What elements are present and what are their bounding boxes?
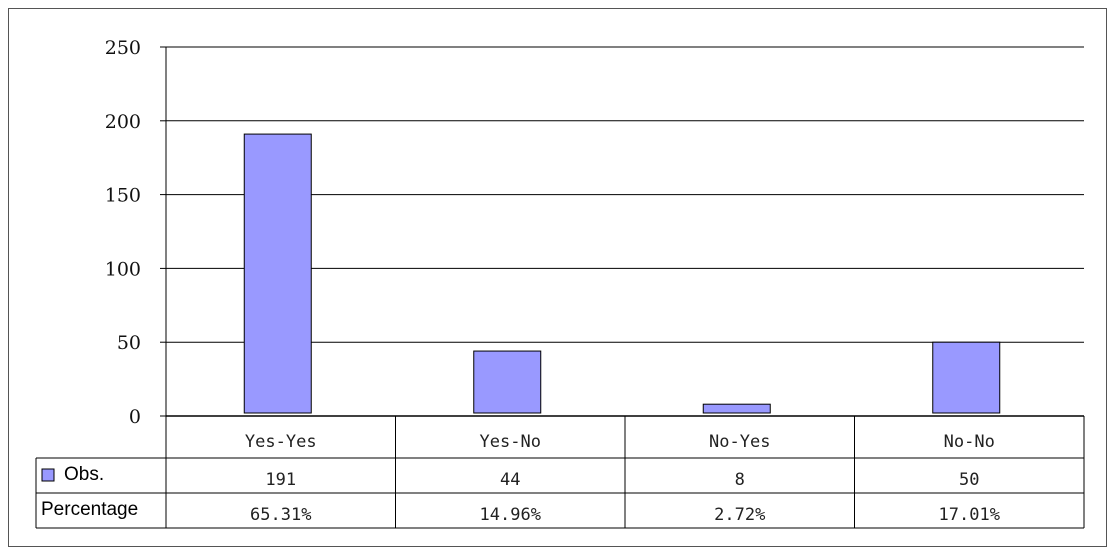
x-category-label: No-Yes [709, 432, 770, 452]
chart-svg: 0 50 100 150 200 250 Yes-Yes Yes-No No-Yes No-No… [35, 37, 1085, 529]
table-cell-value: 14.96% [480, 505, 541, 525]
bar [473, 350, 542, 414]
x-category-label: Yes-No [480, 432, 541, 452]
x-category-label: Yes-Yes [245, 432, 317, 452]
table-cell-value: 8 [735, 470, 745, 490]
bar [932, 341, 1001, 414]
y-tick-label: 250 [105, 37, 141, 59]
bar [243, 133, 312, 414]
table-cell-value: 50 [959, 470, 979, 490]
table-row-label: Obs. [64, 464, 104, 485]
chart-frame: 0 50 100 150 200 250 Yes-Yes Yes-No No-Yes No-No… [8, 8, 1107, 547]
y-tick-label: 100 [105, 258, 141, 280]
bar-layer [243, 133, 1001, 414]
y-tick-label: 150 [105, 185, 141, 207]
y-tick-label: 50 [117, 332, 141, 354]
table-cell-value: 17.01% [939, 505, 1000, 525]
data-table: Yes-Yes Yes-No No-Yes No-No Obs. 191 44 8 50 Perc… [35, 416, 1085, 529]
bar [702, 403, 771, 414]
grid-layer [166, 46, 1084, 343]
table-cell-value: 2.72% [714, 505, 765, 525]
legend-swatch [41, 468, 55, 482]
y-tick-label: 0 [129, 406, 141, 428]
table-cell-value: 65.31% [250, 505, 311, 525]
y-tick-label: 200 [105, 111, 141, 133]
table-cell-value: 191 [265, 470, 296, 490]
table-row-label: Percentage [41, 499, 138, 520]
x-category-label: No-No [944, 432, 995, 452]
table-cell-value: 44 [500, 470, 520, 490]
